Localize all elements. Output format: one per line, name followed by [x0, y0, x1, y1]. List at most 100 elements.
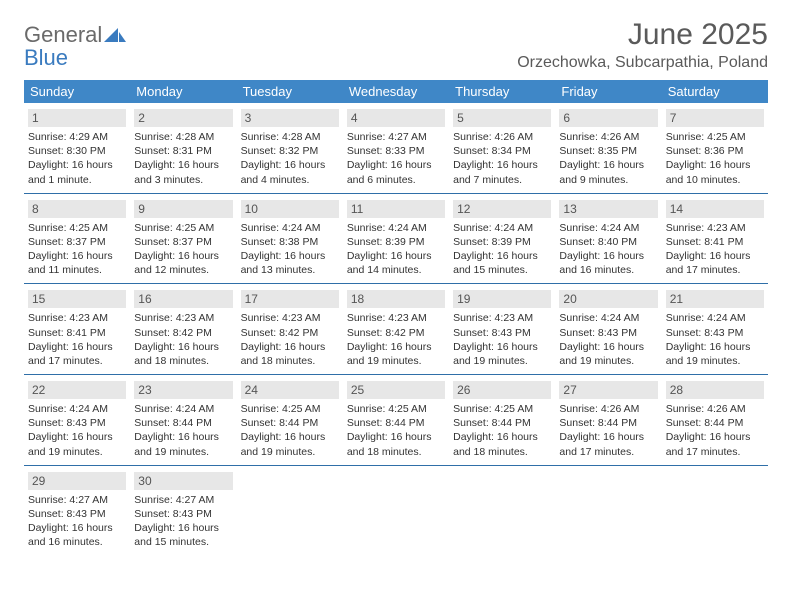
sunset-line: Sunset: 8:38 PM — [241, 235, 339, 249]
day-details: Sunrise: 4:24 AMSunset: 8:44 PMDaylight:… — [134, 402, 232, 459]
day-details: Sunrise: 4:26 AMSunset: 8:44 PMDaylight:… — [559, 402, 657, 459]
day-number: 26 — [453, 381, 551, 399]
sunset-line: Sunset: 8:34 PM — [453, 144, 551, 158]
sunrise-line: Sunrise: 4:27 AM — [28, 493, 126, 507]
daylight-line: Daylight: 16 hours and 13 minutes. — [241, 249, 339, 277]
daylight-line: Daylight: 16 hours and 3 minutes. — [134, 158, 232, 186]
daylight-line: Daylight: 16 hours and 1 minute. — [28, 158, 126, 186]
daylight-line: Daylight: 16 hours and 15 minutes. — [134, 521, 232, 549]
daylight-line: Daylight: 16 hours and 4 minutes. — [241, 158, 339, 186]
daylight-line: Daylight: 16 hours and 18 minutes. — [241, 340, 339, 368]
dow-fri: Friday — [555, 80, 661, 103]
day-number: 21 — [666, 290, 764, 308]
sunset-line: Sunset: 8:44 PM — [666, 416, 764, 430]
day-details: Sunrise: 4:23 AMSunset: 8:42 PMDaylight:… — [347, 311, 445, 368]
sunset-line: Sunset: 8:43 PM — [559, 326, 657, 340]
sunrise-line: Sunrise: 4:29 AM — [28, 130, 126, 144]
sunset-line: Sunset: 8:30 PM — [28, 144, 126, 158]
sunset-line: Sunset: 8:32 PM — [241, 144, 339, 158]
sunset-line: Sunset: 8:35 PM — [559, 144, 657, 158]
day-cell: 11Sunrise: 4:24 AMSunset: 8:39 PMDayligh… — [343, 200, 449, 284]
sunrise-line: Sunrise: 4:25 AM — [347, 402, 445, 416]
week-row: 29Sunrise: 4:27 AMSunset: 8:43 PMDayligh… — [24, 472, 768, 556]
day-cell: 6Sunrise: 4:26 AMSunset: 8:35 PMDaylight… — [555, 109, 661, 193]
dow-thu: Thursday — [449, 80, 555, 103]
logo-text-wrap: General Blue — [24, 24, 126, 70]
daylight-line: Daylight: 16 hours and 18 minutes. — [347, 430, 445, 458]
daylight-line: Daylight: 16 hours and 17 minutes. — [666, 249, 764, 277]
daylight-line: Daylight: 16 hours and 15 minutes. — [453, 249, 551, 277]
day-number: 17 — [241, 290, 339, 308]
day-cell: . — [555, 472, 661, 556]
daylight-line: Daylight: 16 hours and 9 minutes. — [559, 158, 657, 186]
daylight-line: Daylight: 16 hours and 6 minutes. — [347, 158, 445, 186]
day-cell: 22Sunrise: 4:24 AMSunset: 8:43 PMDayligh… — [24, 381, 130, 465]
day-number: 5 — [453, 109, 551, 127]
day-cell: . — [449, 472, 555, 556]
sunset-line: Sunset: 8:43 PM — [28, 507, 126, 521]
day-cell: 1 Sunrise: 4:29 AMSunset: 8:30 PMDaylight… — [24, 109, 130, 193]
day-cell: . — [237, 472, 343, 556]
sunrise-line: Sunrise: 4:23 AM — [241, 311, 339, 325]
title-block: June 2025 Orzechowka, Subcarpathia, Pola… — [517, 18, 768, 72]
day-cell: 8Sunrise: 4:25 AMSunset: 8:37 PMDaylight… — [24, 200, 130, 284]
day-cell: 12 Sunrise: 4:24 AMSunset: 8:39 PMDayligh… — [449, 200, 555, 284]
daylight-line: Daylight: 16 hours and 17 minutes. — [666, 430, 764, 458]
location-text: Orzechowka, Subcarpathia, Poland — [517, 54, 768, 72]
day-cell: 16Sunrise: 4:23 AMSunset: 8:42 PMDayligh… — [130, 290, 236, 374]
dow-tue: Tuesday — [237, 80, 343, 103]
daylight-line: Daylight: 16 hours and 7 minutes. — [453, 158, 551, 186]
day-number: 6 — [559, 109, 657, 127]
day-cell: 26 Sunrise: 4:25 AMSunset: 8:44 PMDayligh… — [449, 381, 555, 465]
sunrise-line: Sunrise: 4:25 AM — [134, 221, 232, 235]
week-row: 15Sunrise: 4:23 AMSunset: 8:41 PMDayligh… — [24, 290, 768, 375]
day-details: Sunrise: 4:27 AMSunset: 8:43 PMDaylight:… — [28, 493, 126, 550]
sunset-line: Sunset: 8:41 PM — [666, 235, 764, 249]
day-cell: 27Sunrise: 4:26 AMSunset: 8:44 PMDayligh… — [555, 381, 661, 465]
sunrise-line: Sunrise: 4:26 AM — [559, 402, 657, 416]
sunrise-line: Sunrise: 4:24 AM — [347, 221, 445, 235]
day-number: 23 — [134, 381, 232, 399]
daylight-line: Daylight: 16 hours and 19 minutes. — [666, 340, 764, 368]
daylight-line: Daylight: 16 hours and 17 minutes. — [28, 340, 126, 368]
day-cell: 4Sunrise: 4:27 AMSunset: 8:33 PMDaylight… — [343, 109, 449, 193]
day-number: 10 — [241, 200, 339, 218]
sunrise-line: Sunrise: 4:24 AM — [453, 221, 551, 235]
day-details: Sunrise: 4:28 AMSunset: 8:32 PMDaylight:… — [241, 130, 339, 187]
logo: General Blue — [24, 18, 126, 70]
daylight-line: Daylight: 16 hours and 18 minutes. — [134, 340, 232, 368]
sunset-line: Sunset: 8:44 PM — [241, 416, 339, 430]
day-details: Sunrise: 4:24 AMSunset: 8:38 PMDaylight:… — [241, 221, 339, 278]
day-details: Sunrise: 4:23 AMSunset: 8:43 PMDaylight:… — [453, 311, 551, 368]
day-number: 15 — [28, 290, 126, 308]
daylight-line: Daylight: 16 hours and 19 minutes. — [559, 340, 657, 368]
day-number: 30 — [134, 472, 232, 490]
day-cell: 29 Sunrise: 4:27 AMSunset: 8:43 PMDayligh… — [24, 472, 130, 556]
sunset-line: Sunset: 8:44 PM — [559, 416, 657, 430]
logo-text-blue: Blue — [24, 45, 68, 70]
day-number: 12 — [453, 200, 551, 218]
day-cell: . — [662, 472, 768, 556]
sunset-line: Sunset: 8:43 PM — [28, 416, 126, 430]
day-cell: 23 Sunrise: 4:24 AMSunset: 8:44 PMDayligh… — [130, 381, 236, 465]
header: General Blue June 2025 Orzechowka, Subca… — [24, 18, 768, 72]
day-number: 1 — [28, 109, 126, 127]
day-cell: 21Sunrise: 4:24 AMSunset: 8:43 PMDayligh… — [662, 290, 768, 374]
sunrise-line: Sunrise: 4:24 AM — [28, 402, 126, 416]
day-details: Sunrise: 4:24 AMSunset: 8:40 PMDaylight:… — [559, 221, 657, 278]
daylight-line: Daylight: 16 hours and 16 minutes. — [559, 249, 657, 277]
page-root: General Blue June 2025 Orzechowka, Subca… — [0, 0, 792, 573]
sunset-line: Sunset: 8:39 PM — [453, 235, 551, 249]
sunrise-line: Sunrise: 4:23 AM — [347, 311, 445, 325]
day-number: 8 — [28, 200, 126, 218]
day-details: Sunrise: 4:25 AMSunset: 8:44 PMDaylight:… — [453, 402, 551, 459]
day-number: 13 — [559, 200, 657, 218]
dow-mon: Monday — [130, 80, 236, 103]
day-details: Sunrise: 4:24 AMSunset: 8:39 PMDaylight:… — [453, 221, 551, 278]
sunrise-line: Sunrise: 4:28 AM — [241, 130, 339, 144]
logo-sail-icon — [104, 29, 126, 46]
day-number: 29 — [28, 472, 126, 490]
daylight-line: Daylight: 16 hours and 14 minutes. — [347, 249, 445, 277]
dow-sat: Saturday — [662, 80, 768, 103]
sunset-line: Sunset: 8:41 PM — [28, 326, 126, 340]
